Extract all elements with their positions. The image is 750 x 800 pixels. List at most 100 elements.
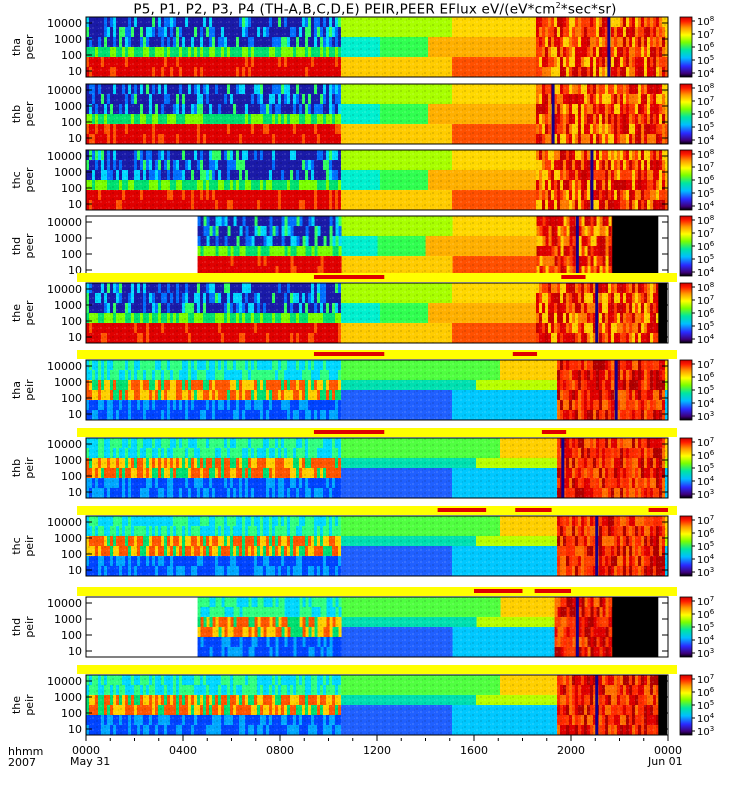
- interval-bar: [313, 275, 385, 279]
- y-tick-label: 1000: [54, 454, 82, 467]
- interval-bar: [512, 352, 538, 356]
- colorbar-label: 106: [697, 449, 715, 462]
- colorbar-label: 106: [697, 240, 715, 253]
- panel-frame: [85, 149, 669, 211]
- colorbar-label: 103: [697, 566, 714, 579]
- panel-texture: [197, 597, 613, 657]
- y-tick-label: 10000: [47, 150, 82, 163]
- colorbar-label: 105: [697, 187, 714, 200]
- colorbar-label: 104: [697, 200, 715, 213]
- panel-texture: [86, 438, 668, 498]
- y-tick-label: 10: [68, 564, 82, 577]
- colorbar: [679, 674, 693, 736]
- colorbar: [679, 515, 693, 577]
- y-tick-label: 10000: [47, 438, 82, 451]
- colorbar-label: 105: [697, 540, 714, 553]
- panel-label-probe: thb: [10, 459, 23, 477]
- x-row-label-hhmm: hhmm: [8, 745, 44, 758]
- colorbar: [679, 215, 693, 277]
- colorbar-label: 106: [697, 108, 715, 121]
- colorbar: [679, 16, 693, 78]
- panel-label-probe: the: [10, 304, 23, 322]
- colorbar: [679, 83, 693, 145]
- x-tick-label: 0000: [72, 744, 100, 757]
- colorbar-label: 103: [697, 647, 714, 660]
- x-tick-label: 0800: [266, 744, 294, 757]
- x-tick-label: 1200: [363, 744, 391, 757]
- panel-label-instrument: peer: [23, 167, 36, 193]
- panel-label-instrument: peir: [23, 379, 36, 401]
- x-tick-label: 2000: [557, 744, 585, 757]
- colorbar-label: 105: [697, 121, 714, 134]
- colorbar-label: 103: [697, 410, 714, 423]
- panel-frame: [85, 282, 669, 344]
- colorbar-label: 107: [697, 294, 714, 307]
- panel-texture: [86, 84, 668, 144]
- interval-bar: [474, 589, 523, 593]
- panel-texture: [86, 516, 668, 576]
- colorbar-label: 106: [697, 527, 715, 540]
- dropout-line: [561, 438, 565, 498]
- y-tick-label: 100: [61, 470, 82, 483]
- colorbar-label: 105: [697, 699, 714, 712]
- colorbar-label: 106: [697, 608, 715, 621]
- colorbar-label: 105: [697, 462, 714, 475]
- colorbar-label: 107: [697, 28, 714, 41]
- colorbar: [679, 149, 693, 211]
- y-tick-label: 1000: [54, 100, 82, 113]
- panel-texture: [86, 17, 668, 77]
- interval-strip: [77, 587, 677, 596]
- no-data-black: [658, 283, 667, 343]
- panel-label-instrument: peer: [23, 233, 36, 259]
- colorbar-label: 104: [697, 634, 715, 647]
- colorbar-label: 103: [697, 725, 714, 738]
- y-tick-label: 10: [68, 198, 82, 211]
- colorbar-label: 107: [697, 358, 714, 371]
- panel-label-probe: tha: [10, 381, 23, 399]
- dropout-line: [595, 283, 599, 343]
- panel-label-probe: thd: [10, 618, 23, 636]
- panel-label-probe: thc: [10, 537, 23, 554]
- y-tick-label: 1000: [54, 613, 82, 626]
- y-tick-label: 100: [61, 548, 82, 561]
- interval-bar: [515, 508, 552, 512]
- colorbar-label: 104: [697, 397, 715, 410]
- no-data-black: [612, 597, 659, 657]
- panel-texture: [86, 283, 659, 343]
- y-tick-label: 100: [61, 392, 82, 405]
- panel-label-instrument: peer: [23, 300, 36, 326]
- dropout-line: [575, 597, 579, 657]
- interval-bar: [541, 430, 567, 434]
- y-tick-label: 100: [61, 116, 82, 129]
- colorbar: [679, 437, 693, 499]
- colorbar-label: 108: [697, 281, 714, 294]
- interval-strip: [77, 506, 677, 515]
- interval-bar: [534, 589, 571, 593]
- y-tick-label: 1000: [54, 691, 82, 704]
- panel-frame: [85, 596, 669, 658]
- title-suffix: *sec*sr): [560, 1, 617, 18]
- colorbar-label: 105: [697, 320, 714, 333]
- panel-texture: [86, 360, 668, 420]
- y-tick-label: 10: [68, 331, 82, 344]
- y-tick-label: 10000: [47, 84, 82, 97]
- y-tick-label: 10: [68, 65, 82, 78]
- colorbar: [679, 359, 693, 421]
- colorbar-label: 104: [697, 712, 715, 725]
- dropout-line: [595, 516, 599, 576]
- y-tick-label: 1000: [54, 33, 82, 46]
- interval-bar: [313, 430, 385, 434]
- x-date-label-start: May 31: [70, 755, 110, 768]
- title-text: P5, P1, P2, P3, P4 (TH-A,B,C,D,E) PEIR,P…: [133, 1, 556, 18]
- interval-bar: [561, 275, 586, 279]
- dropout-line: [590, 150, 594, 210]
- x-row-label-year: 2007: [8, 756, 36, 769]
- y-tick-label: 10: [68, 645, 82, 658]
- dropout-line: [614, 360, 618, 420]
- colorbar-label: 106: [697, 371, 715, 384]
